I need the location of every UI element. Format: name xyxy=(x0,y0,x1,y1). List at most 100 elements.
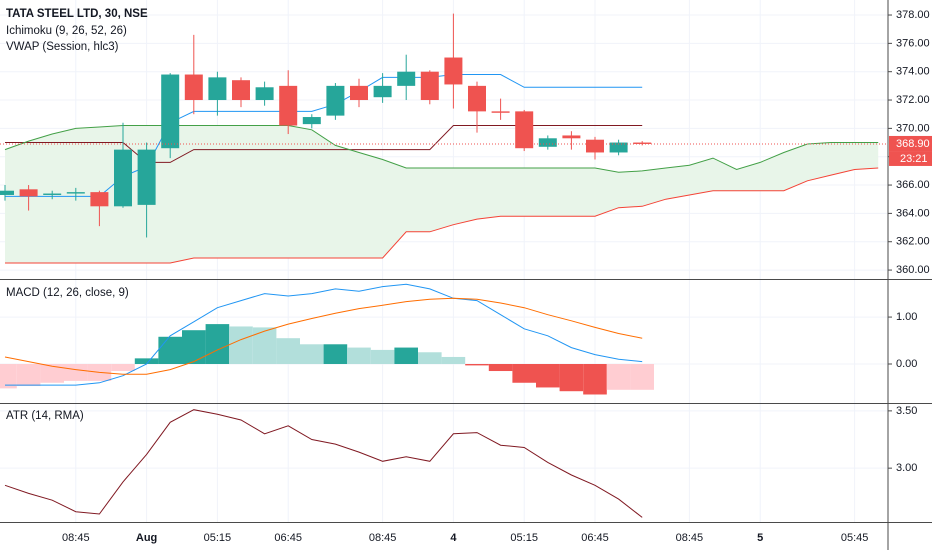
y-tick-label: 3.00 xyxy=(896,462,917,474)
candle-body xyxy=(468,85,486,112)
y-tick-label: 366.00 xyxy=(896,179,930,191)
candle-body xyxy=(279,85,298,126)
candle-body xyxy=(302,117,321,125)
histogram-bar xyxy=(536,363,560,388)
candle-body xyxy=(633,142,652,144)
y-tick-label: 372.00 xyxy=(896,94,930,106)
candle-body xyxy=(19,189,38,197)
y-tick-label: 376.00 xyxy=(896,37,930,49)
candle-body xyxy=(43,193,62,195)
histogram-bar xyxy=(630,363,654,390)
histogram-bar xyxy=(370,349,395,364)
candle-body xyxy=(232,80,250,101)
indicator-line xyxy=(5,167,879,264)
indicator-line xyxy=(5,74,643,197)
y-tick-label: 364.00 xyxy=(896,207,930,219)
histogram-bar xyxy=(300,344,324,364)
candle-body xyxy=(66,192,85,194)
indicator-line xyxy=(4,297,643,375)
indicator-line xyxy=(5,125,643,163)
histogram-bar xyxy=(606,363,631,390)
histogram-bar xyxy=(134,358,159,364)
histogram-bar xyxy=(394,347,418,364)
candle-body xyxy=(515,111,534,149)
histogram-bar xyxy=(347,347,371,364)
y-tick-label: 378.00 xyxy=(896,9,930,21)
candle-body xyxy=(350,85,368,101)
y-tick-label: 374.00 xyxy=(896,66,930,78)
histogram-bar xyxy=(512,363,536,383)
histogram-bar xyxy=(323,344,348,364)
candle-body xyxy=(562,135,581,139)
histogram-bar xyxy=(0,363,17,389)
countdown-box xyxy=(889,151,932,166)
countdown-label: 23:21 xyxy=(900,153,928,165)
candle-body xyxy=(420,71,439,101)
y-tick-label: 370.00 xyxy=(896,122,930,134)
x-tick-label: 05:15 xyxy=(510,532,538,544)
x-tick-label: 05:15 xyxy=(204,532,232,544)
symbol-title: TATA STEEL LTD, 30, NSE xyxy=(6,8,148,20)
y-tick-label: 360.00 xyxy=(896,264,930,276)
y-tick-label: 362.00 xyxy=(896,236,930,248)
histogram-bar xyxy=(465,363,489,366)
cloud xyxy=(5,125,879,263)
indicator-label: Ichimoku (9, 26, 52, 26) xyxy=(6,25,127,37)
indicator-label: VWAP (Session, hlc3) xyxy=(6,41,119,53)
candle-body xyxy=(538,138,557,147)
histogram-bar xyxy=(64,363,88,381)
x-tick-label: 06:45 xyxy=(274,532,302,544)
histogram-bar xyxy=(111,363,135,372)
y-tick-label: 3.50 xyxy=(896,405,917,417)
histogram-bar xyxy=(583,363,607,395)
y-tick-label: 1.00 xyxy=(896,311,917,323)
histogram-bar xyxy=(182,330,206,364)
histogram-bar xyxy=(205,324,230,364)
histogram-bar xyxy=(276,338,300,364)
candle-body xyxy=(444,57,463,85)
candle-body xyxy=(161,74,180,149)
candle-body xyxy=(208,77,227,101)
candle-body xyxy=(397,71,416,86)
candle-body xyxy=(326,85,345,116)
candle-body xyxy=(90,192,109,207)
candle-body xyxy=(137,149,156,205)
histogram-bar xyxy=(16,363,41,387)
histogram-bar xyxy=(418,352,442,364)
x-tick-label: Aug xyxy=(136,532,157,544)
histogram-bar xyxy=(488,363,513,372)
x-tick-label: 5 xyxy=(757,532,763,544)
histogram-bar xyxy=(229,326,253,364)
indicator-label: MACD (12, 26, close, 9) xyxy=(6,287,129,299)
histogram-bar xyxy=(441,356,466,364)
x-tick-label: 4 xyxy=(450,532,457,544)
indicator-label: ATR (14, RMA) xyxy=(6,410,84,422)
x-tick-label: 08:45 xyxy=(676,532,704,544)
candle-body xyxy=(255,87,274,101)
indicator-line xyxy=(4,125,879,173)
indicator-line xyxy=(4,409,643,518)
candle-body xyxy=(609,142,628,153)
candle-body xyxy=(0,190,14,195)
x-tick-label: 08:45 xyxy=(369,532,397,544)
histogram-bar xyxy=(158,336,182,364)
last-price-label: 368.90 xyxy=(896,138,930,150)
candle-body xyxy=(586,139,604,153)
plot-area xyxy=(0,13,888,518)
histogram-bar xyxy=(40,363,64,383)
candle-body xyxy=(373,85,392,98)
candle-body xyxy=(491,111,510,113)
last-price-box xyxy=(889,135,932,152)
histogram-bar xyxy=(252,327,277,364)
x-tick-label: 05:45 xyxy=(841,532,869,544)
x-tick-label: 06:45 xyxy=(581,532,609,544)
y-tick-label: 0.00 xyxy=(896,358,917,370)
x-tick-label: 08:45 xyxy=(62,532,90,544)
legend: TATA STEEL LTD, 30, NSE Ichimoku (9, 26,… xyxy=(6,8,148,422)
histogram-bar xyxy=(559,363,584,392)
candle-body xyxy=(114,149,132,207)
indicator-line xyxy=(5,283,643,386)
candle-body xyxy=(184,74,203,101)
